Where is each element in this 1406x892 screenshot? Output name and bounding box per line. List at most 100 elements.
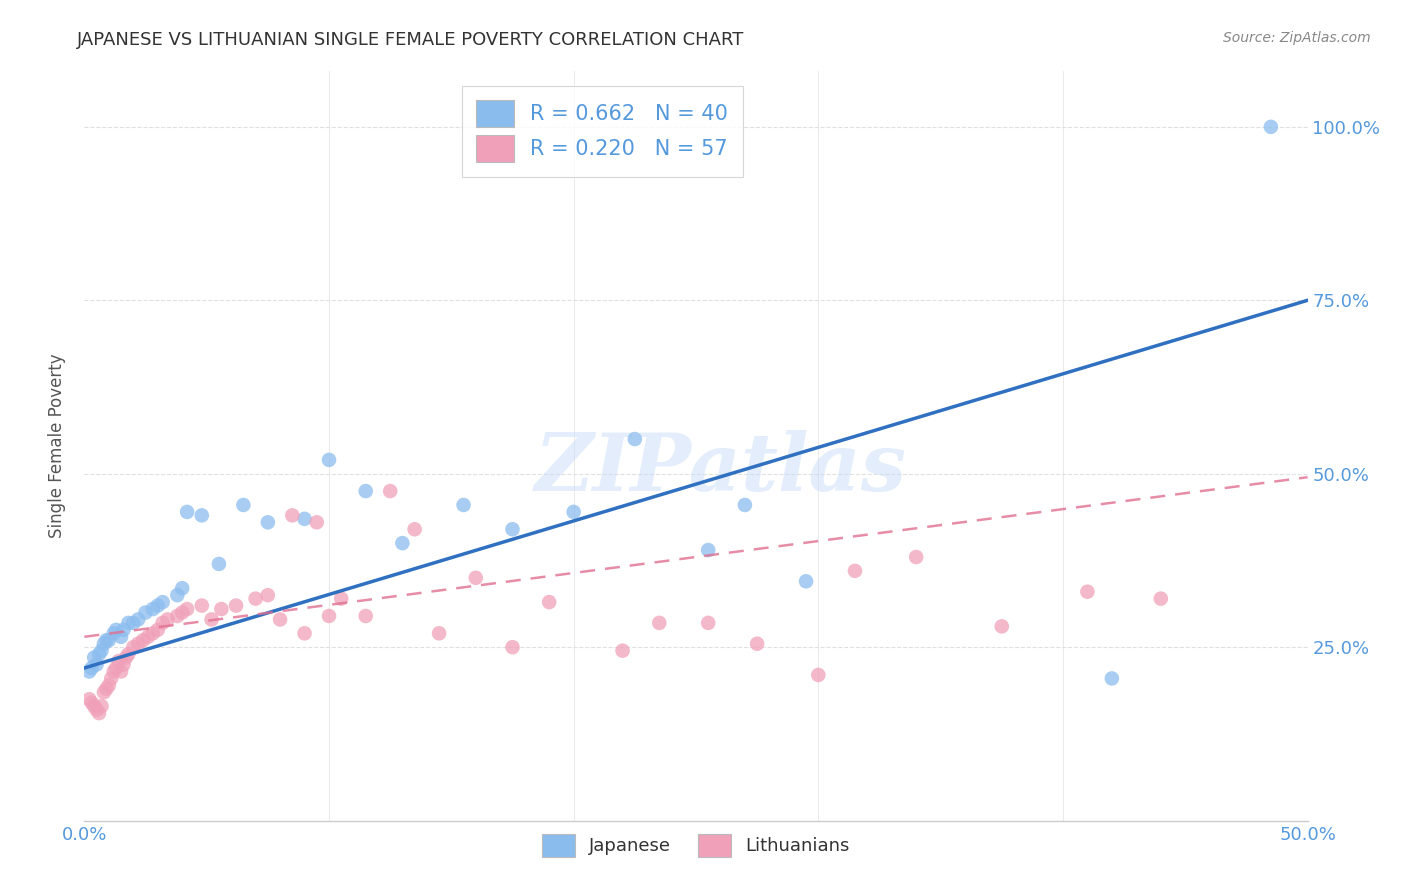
- Point: [127, 612, 149, 626]
- Point: [747, 637, 769, 651]
- Point: [156, 612, 179, 626]
- Point: [191, 599, 214, 613]
- Point: [142, 602, 165, 616]
- Point: [80, 661, 103, 675]
- Point: [1076, 584, 1098, 599]
- Point: [807, 668, 830, 682]
- Point: [648, 615, 671, 630]
- Point: [354, 609, 377, 624]
- Point: [103, 626, 125, 640]
- Point: [152, 615, 174, 630]
- Point: [624, 432, 647, 446]
- Point: [96, 633, 118, 648]
- Point: [83, 699, 105, 714]
- Point: [200, 612, 222, 626]
- Point: [245, 591, 267, 606]
- Point: [305, 516, 328, 530]
- Point: [115, 650, 138, 665]
- Point: [232, 498, 254, 512]
- Point: [122, 615, 145, 630]
- Point: [257, 588, 280, 602]
- Point: [107, 654, 129, 668]
- Point: [152, 595, 174, 609]
- Point: [453, 498, 475, 512]
- Point: [93, 637, 115, 651]
- Point: [110, 665, 132, 679]
- Point: [1260, 120, 1282, 134]
- Point: [97, 678, 120, 692]
- Point: [697, 615, 720, 630]
- Point: [697, 543, 720, 558]
- Point: [464, 571, 486, 585]
- Legend: Japanese, Lithuanians: Japanese, Lithuanians: [531, 823, 860, 868]
- Point: [191, 508, 214, 523]
- Point: [135, 606, 157, 620]
- Point: [380, 484, 402, 499]
- Point: [87, 647, 110, 661]
- Point: [318, 453, 340, 467]
- Text: JAPANESE VS LITHUANIAN SINGLE FEMALE POVERTY CORRELATION CHART: JAPANESE VS LITHUANIAN SINGLE FEMALE POV…: [77, 31, 745, 49]
- Point: [562, 505, 585, 519]
- Point: [330, 591, 353, 606]
- Point: [991, 619, 1014, 633]
- Point: [294, 512, 316, 526]
- Point: [117, 647, 139, 661]
- Text: Source: ZipAtlas.com: Source: ZipAtlas.com: [1223, 31, 1371, 45]
- Point: [1150, 591, 1173, 606]
- Point: [172, 581, 194, 595]
- Point: [90, 643, 112, 657]
- Point: [103, 665, 125, 679]
- Point: [1101, 672, 1123, 686]
- Point: [127, 637, 149, 651]
- Point: [86, 657, 108, 672]
- Point: [612, 643, 634, 657]
- Point: [257, 516, 280, 530]
- Point: [404, 522, 426, 536]
- Point: [77, 692, 100, 706]
- Point: [905, 549, 928, 564]
- Point: [391, 536, 413, 550]
- Point: [209, 602, 232, 616]
- Point: [132, 633, 155, 648]
- Point: [77, 665, 100, 679]
- Point: [142, 626, 165, 640]
- Point: [225, 599, 247, 613]
- Point: [538, 595, 561, 609]
- Point: [427, 626, 450, 640]
- Point: [176, 602, 198, 616]
- Point: [502, 522, 524, 536]
- Point: [208, 557, 231, 571]
- Point: [83, 650, 105, 665]
- Point: [176, 505, 198, 519]
- Point: [122, 640, 145, 655]
- Point: [294, 626, 316, 640]
- Point: [502, 640, 524, 655]
- Point: [90, 699, 112, 714]
- Y-axis label: Single Female Poverty: Single Female Poverty: [48, 354, 66, 538]
- Text: ZIPatlas: ZIPatlas: [534, 430, 907, 508]
- Point: [97, 633, 120, 648]
- Point: [93, 685, 115, 699]
- Point: [112, 657, 135, 672]
- Point: [146, 623, 169, 637]
- Point: [269, 612, 291, 626]
- Point: [105, 623, 128, 637]
- Point: [166, 609, 188, 624]
- Point: [86, 703, 108, 717]
- Point: [844, 564, 866, 578]
- Point: [112, 623, 135, 637]
- Point: [80, 696, 103, 710]
- Point: [734, 498, 756, 512]
- Point: [105, 661, 128, 675]
- Point: [318, 609, 340, 624]
- Point: [172, 606, 194, 620]
- Point: [136, 630, 159, 644]
- Point: [281, 508, 304, 523]
- Point: [87, 706, 110, 720]
- Point: [117, 615, 139, 630]
- Point: [166, 588, 188, 602]
- Point: [96, 681, 118, 696]
- Point: [146, 599, 169, 613]
- Point: [354, 484, 377, 499]
- Point: [794, 574, 817, 589]
